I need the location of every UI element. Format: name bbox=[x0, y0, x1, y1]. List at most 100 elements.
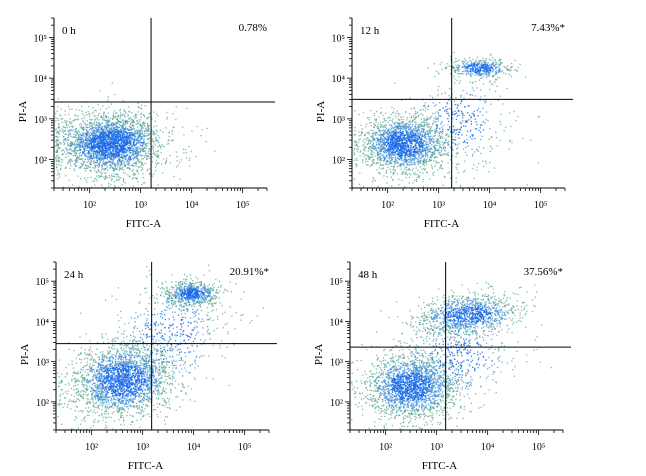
event-dot bbox=[125, 130, 127, 133]
event-dot bbox=[408, 173, 411, 175]
event-dot bbox=[124, 124, 126, 126]
event-dot bbox=[129, 144, 131, 146]
event-dot bbox=[390, 165, 393, 167]
event-dot bbox=[448, 135, 450, 137]
event-dot bbox=[467, 186, 469, 189]
event-dot bbox=[447, 172, 449, 174]
event-dot bbox=[434, 155, 436, 158]
event-dot bbox=[118, 126, 120, 129]
event-dot bbox=[408, 125, 410, 127]
event-dot bbox=[403, 158, 405, 161]
event-dot bbox=[79, 109, 81, 111]
event-dot bbox=[377, 153, 379, 155]
event-dot bbox=[376, 137, 379, 139]
event-dot bbox=[107, 182, 110, 185]
event-dot bbox=[83, 144, 86, 146]
event-dot bbox=[129, 158, 132, 160]
event-dot bbox=[100, 140, 102, 142]
event-dot bbox=[128, 142, 131, 144]
event-dot bbox=[407, 127, 409, 129]
event-dot bbox=[96, 138, 99, 140]
event-dot bbox=[102, 152, 104, 154]
event-dot bbox=[161, 163, 163, 165]
event-dot bbox=[88, 112, 90, 115]
event-dot bbox=[126, 147, 128, 149]
event-dot bbox=[63, 142, 66, 145]
event-dot bbox=[381, 140, 383, 143]
event-dot bbox=[141, 125, 143, 127]
event-dot bbox=[91, 145, 93, 147]
event-dot bbox=[129, 175, 131, 177]
event-dot bbox=[482, 114, 484, 116]
event-dot bbox=[393, 172, 396, 174]
event-dot bbox=[122, 144, 124, 146]
event-dot bbox=[111, 82, 113, 84]
event-dot bbox=[457, 70, 460, 72]
event-dot bbox=[456, 132, 458, 134]
event-dot bbox=[143, 116, 146, 118]
event-dot bbox=[105, 149, 107, 151]
event-dot bbox=[92, 151, 94, 154]
event-dot bbox=[389, 119, 391, 122]
event-dot bbox=[97, 129, 99, 131]
event-dot bbox=[144, 147, 146, 149]
event-dot bbox=[441, 132, 444, 135]
event-dot bbox=[494, 90, 497, 93]
event-dot bbox=[129, 131, 131, 134]
event-dot bbox=[117, 119, 119, 122]
event-dot bbox=[64, 156, 67, 158]
event-dot bbox=[106, 130, 109, 132]
event-dot bbox=[111, 149, 114, 151]
event-dot bbox=[417, 159, 419, 162]
event-dot bbox=[79, 166, 82, 168]
event-dot bbox=[376, 169, 378, 171]
event-dot bbox=[105, 108, 107, 110]
event-dot bbox=[467, 72, 469, 75]
event-dot bbox=[122, 166, 124, 168]
event-dot bbox=[431, 154, 433, 157]
event-dot bbox=[141, 162, 143, 164]
event-dot bbox=[93, 111, 95, 113]
event-dot bbox=[466, 154, 468, 156]
event-dot bbox=[387, 157, 389, 160]
event-dot bbox=[488, 75, 490, 77]
event-dot bbox=[88, 133, 91, 136]
event-dot bbox=[414, 161, 416, 164]
event-dot bbox=[106, 148, 108, 150]
event-dot bbox=[103, 133, 105, 135]
event-dot bbox=[112, 138, 114, 140]
event-dot bbox=[416, 161, 418, 163]
event-dot bbox=[482, 83, 485, 85]
event-dot bbox=[387, 134, 389, 136]
event-dot bbox=[129, 169, 131, 171]
event-dot bbox=[495, 61, 497, 63]
event-dot bbox=[77, 135, 80, 137]
event-dot bbox=[98, 152, 101, 154]
event-dot bbox=[137, 155, 139, 157]
event-dot bbox=[132, 133, 134, 136]
event-dot bbox=[75, 145, 78, 147]
event-dot bbox=[425, 136, 427, 138]
event-dot bbox=[404, 168, 406, 170]
event-dot bbox=[99, 161, 101, 163]
event-dot bbox=[110, 153, 113, 156]
event-dot bbox=[99, 154, 101, 156]
event-dot bbox=[84, 149, 86, 151]
event-dot bbox=[435, 140, 437, 143]
event-dot bbox=[146, 144, 148, 146]
event-dot bbox=[65, 147, 67, 150]
event-dot bbox=[422, 128, 424, 130]
event-dot bbox=[90, 163, 92, 165]
event-dot bbox=[400, 163, 403, 165]
event-dot bbox=[121, 126, 123, 128]
event-dot bbox=[411, 121, 414, 123]
event-dot bbox=[431, 144, 433, 146]
event-dot bbox=[140, 125, 142, 127]
event-dot bbox=[120, 156, 122, 158]
event-dot bbox=[423, 147, 425, 149]
event-dot bbox=[56, 130, 58, 133]
event-dot bbox=[133, 140, 136, 143]
event-dot bbox=[118, 149, 120, 151]
event-dot bbox=[375, 141, 378, 143]
event-dot bbox=[113, 175, 115, 177]
